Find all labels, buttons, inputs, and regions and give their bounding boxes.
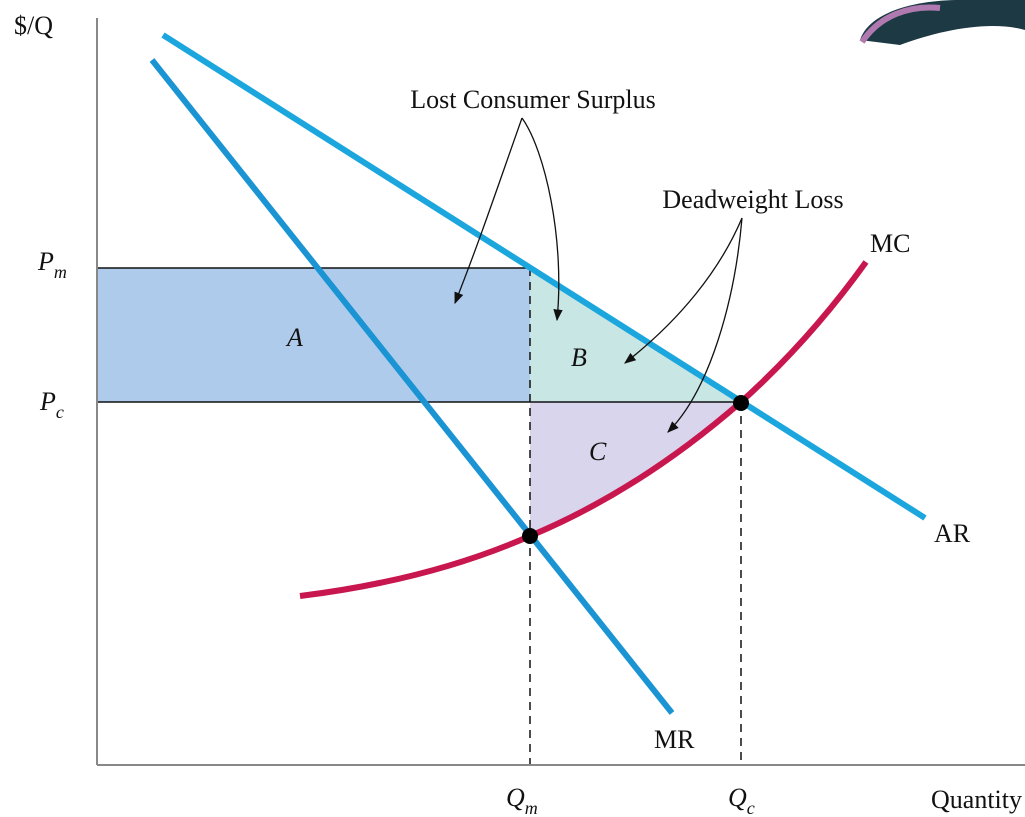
curve-label: AR [934,519,971,548]
region-a [97,268,530,402]
monopoly-point [522,528,538,544]
ar-curve [161,32,927,521]
annotation: Lost Consumer Surplus [410,85,656,114]
arrow [521,117,563,322]
annotation: Deadweight Loss [662,185,843,214]
region-label: A [285,323,303,352]
region-c [530,402,741,536]
price-label: Pm [37,247,67,282]
arrow [454,117,523,305]
price-label: Pc [39,387,64,422]
quantity-label: Qc [728,783,755,817]
x-axis-label: Quantity [931,785,1022,814]
curve-label: MR [654,725,695,754]
region-label: C [589,437,607,466]
arrow [624,217,743,364]
region-label: B [571,343,587,372]
curve-label: MC [870,229,910,258]
decoration [859,0,1025,45]
mc-curve [299,260,869,599]
mr-curve [149,58,675,715]
y-axis-label: $/Q [14,11,53,40]
arrow [667,217,743,433]
quantity-label: Qm [506,783,538,817]
competitive-point [733,395,749,411]
